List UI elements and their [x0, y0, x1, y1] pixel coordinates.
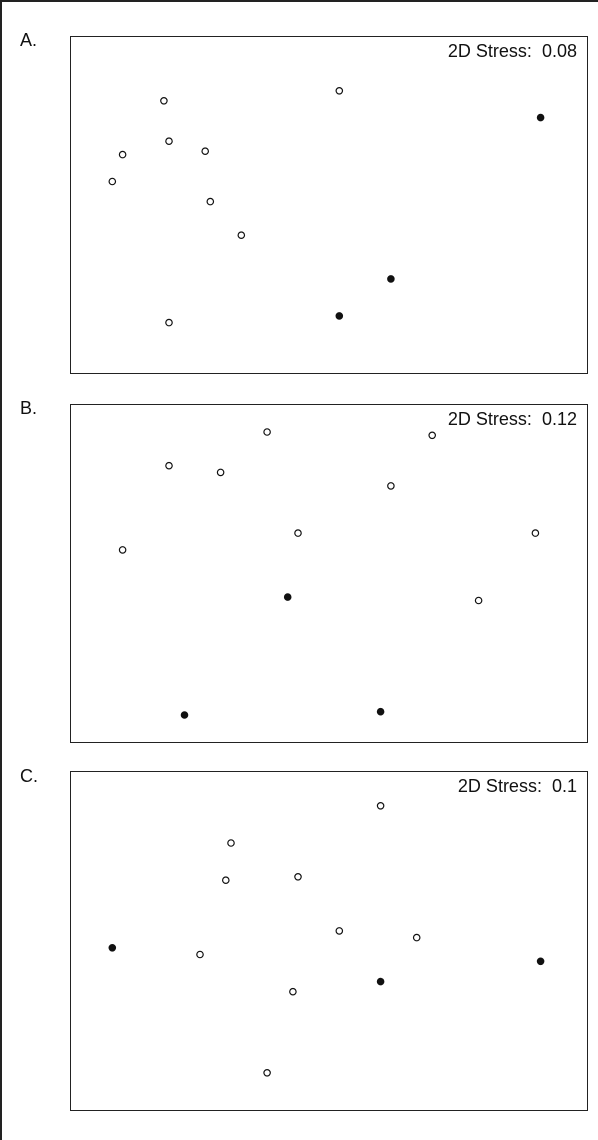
data-point-a-8 [206, 197, 215, 206]
stress-label-b: 2D Stress: [447, 409, 532, 429]
stress-label-a: 2D Stress: [447, 41, 532, 61]
data-point-a-9 [237, 231, 246, 240]
data-point-c-1 [376, 801, 385, 810]
data-point-b-5 [387, 482, 395, 490]
data-point-a-2 [335, 86, 344, 95]
data-point-a-7 [108, 177, 117, 186]
data-point-a-4 [118, 150, 127, 159]
scatter-svg-b [118, 428, 540, 719]
scatter-plot-c: 2D Stress: 0.1 [70, 771, 588, 1111]
panel-label-c: C. [20, 766, 38, 786]
data-point-b-8 [118, 546, 127, 554]
data-point-c-10 [376, 977, 385, 986]
panel-label-a: A. [20, 30, 38, 50]
data-point-a-3 [536, 113, 545, 122]
data-point-a-6 [201, 147, 210, 156]
data-point-a-11 [335, 312, 344, 320]
scatter-svg-a [108, 86, 545, 327]
data-point-c-5 [335, 927, 344, 935]
data-point-b-7 [531, 529, 540, 537]
data-point-a-5 [165, 137, 173, 146]
data-point-b-12 [180, 711, 189, 719]
scatter-plot-b: 2D Stress: 0.12 [70, 404, 588, 743]
stress-value-b: 0.12 [541, 409, 577, 429]
stress-label-c: 2D Stress: [457, 776, 542, 796]
stress-value-c: 0.1 [551, 776, 577, 796]
data-point-c-7 [108, 944, 117, 952]
data-point-b-9 [283, 593, 292, 601]
panel-label-b: B. [20, 398, 38, 418]
data-point-c-2 [227, 839, 235, 847]
data-point-b-11 [376, 707, 385, 716]
data-point-a-10 [387, 275, 395, 283]
data-point-a-12 [165, 318, 173, 327]
data-point-b-4 [216, 468, 225, 477]
scatter-plot-a: 2D Stress: 0.08 [70, 36, 588, 374]
data-point-c-4 [294, 873, 302, 881]
scatter-svg-c [108, 801, 545, 1077]
data-point-c-3 [222, 876, 230, 885]
stress-annotation-a: 2D Stress: 0.08 [448, 41, 577, 62]
stress-value-a: 0.08 [541, 41, 577, 61]
data-point-a-1 [160, 96, 168, 105]
data-point-c-8 [196, 950, 204, 959]
stress-annotation-c: 2D Stress: 0.1 [458, 776, 577, 797]
data-point-c-11 [289, 987, 297, 996]
data-point-b-3 [165, 461, 173, 470]
data-point-c-12 [263, 1068, 271, 1077]
data-point-b-10 [474, 596, 483, 605]
data-point-c-6 [412, 933, 421, 942]
data-point-b-6 [294, 529, 302, 537]
data-point-b-1 [263, 428, 271, 436]
stress-annotation-b: 2D Stress: 0.12 [448, 409, 577, 430]
data-point-c-9 [536, 957, 545, 966]
data-point-b-2 [428, 431, 437, 440]
